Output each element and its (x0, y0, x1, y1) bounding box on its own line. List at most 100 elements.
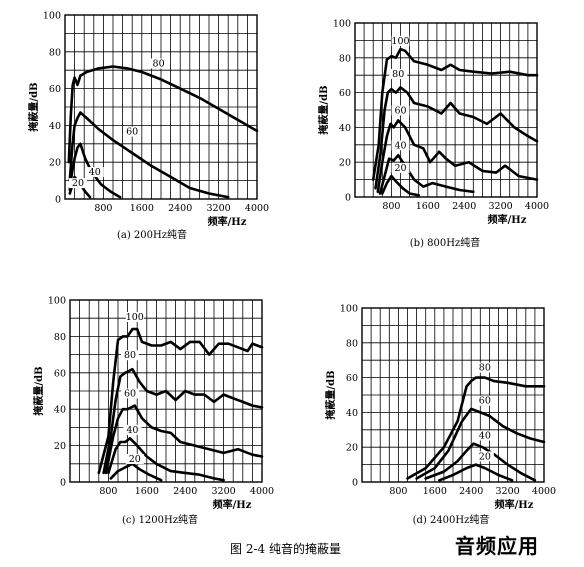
y-tick-label: 100 (48, 296, 66, 307)
y-tick-label: 40 (339, 123, 351, 134)
series-label-100: 100 (126, 312, 144, 323)
series-label-40: 40 (126, 425, 138, 436)
x-axis-label: 频率/Hz (495, 498, 534, 511)
series-label-bg (391, 35, 410, 46)
x-tick-label: 2400 (173, 486, 197, 497)
series-label-bg (475, 451, 494, 462)
y-tick-label: 60 (339, 88, 351, 99)
series-line-20 (438, 463, 514, 482)
x-axis-label: 频率/Hz (488, 213, 527, 226)
series-label-bg (149, 58, 168, 69)
series-label-bg (389, 68, 408, 79)
series-label-100: 100 (391, 36, 409, 47)
series-label-80: 80 (479, 363, 491, 374)
y-tick-label: 80 (54, 332, 66, 343)
x-axis-label: 频率/Hz (213, 498, 252, 511)
series-label-40: 40 (394, 140, 406, 151)
y-tick-label: 60 (49, 84, 61, 95)
y-tick-label: 20 (49, 158, 61, 169)
x-tick-label: 4000 (525, 201, 549, 212)
series-line-40 (107, 437, 225, 482)
series-label-bg (125, 312, 144, 323)
y-tick-label: 40 (346, 408, 358, 419)
y-tick-label: 0 (345, 193, 351, 204)
series-line-80 (374, 86, 539, 190)
x-tick-label: 3200 (489, 201, 513, 212)
y-axis-label: 掩蔽量/dB (317, 85, 330, 134)
y-tick-label: 60 (346, 373, 358, 384)
series-label-bg (391, 140, 410, 151)
y-tick-label: 40 (49, 121, 61, 132)
series-line-20 (381, 174, 420, 197)
y-tick-label: 100 (333, 19, 351, 30)
watermark-logo: 音频应用 (455, 534, 539, 558)
y-tick-label: 100 (43, 11, 61, 22)
series-line-40 (378, 153, 475, 195)
y-tick-label: 0 (60, 478, 66, 489)
y-tick-label: 20 (346, 443, 358, 454)
panel-caption: (d) 2400Hz纯音 (413, 513, 490, 526)
panel-caption: (b) 800Hz纯音 (410, 236, 480, 249)
x-tick-label: 4000 (250, 486, 274, 497)
chart-panel-1: 800 1600 2400 3200 4000 0 20 40 60 80 100 频率/Hz 掩蔽量/… (317, 19, 549, 250)
plot-frame (69, 299, 263, 483)
series-label-bg (85, 167, 104, 178)
y-tick-label: 80 (339, 53, 351, 64)
series-label-bg (391, 162, 410, 173)
y-tick-label: 20 (54, 441, 66, 452)
y-axis-label: 掩蔽量/dB (32, 366, 45, 415)
y-tick-label: 0 (352, 478, 358, 489)
x-tick-label: 800 (99, 486, 117, 497)
plot-frame (361, 307, 545, 483)
series-label-60: 60 (126, 127, 138, 138)
series-line-80 (67, 65, 259, 164)
x-tick-label: 2400 (452, 201, 476, 212)
x-tick-label: 2400 (459, 486, 483, 497)
y-tick-label: 0 (55, 195, 61, 206)
chart-panel-2: 800 1600 2400 3200 4000 0 20 40 60 80 100 频率/Hz 掩蔽量/… (32, 296, 274, 527)
series-line-40 (68, 142, 122, 199)
series-label-60: 60 (394, 105, 406, 116)
series-label-bg (123, 424, 142, 435)
x-tick-label: 2400 (168, 203, 192, 214)
series-label-20: 20 (394, 163, 406, 174)
x-tick-label: 1600 (416, 201, 440, 212)
series-line-60 (415, 407, 546, 480)
x-tick-label: 1600 (423, 486, 447, 497)
chart-panel-3: 800 1600 2400 3200 4000 0 20 40 60 80 100 频率/Hz 掩蔽量/… (324, 304, 556, 527)
series-label-20: 20 (72, 178, 84, 189)
series-line-80 (406, 376, 546, 480)
x-tick-label: 800 (94, 203, 112, 214)
series-label-bg (391, 105, 410, 116)
panel-caption: (a) 200Hz纯音 (117, 228, 187, 241)
series-label-60: 60 (124, 388, 136, 399)
x-tick-label: 1600 (135, 486, 159, 497)
x-tick-label: 3200 (496, 486, 520, 497)
y-axis-label: 掩蔽量/dB (324, 370, 337, 419)
series-label-40: 40 (479, 431, 491, 442)
y-tick-label: 80 (49, 47, 61, 58)
x-tick-label: 800 (389, 486, 407, 497)
series-label-20: 20 (479, 451, 491, 462)
plot-frame (354, 22, 538, 198)
series-label-bg (475, 395, 494, 406)
chart-panel-0: 800 1600 2400 3200 4000 0 20 40 60 80 100 频率/Hz 掩蔽量/… (27, 11, 269, 242)
y-tick-label: 60 (54, 368, 66, 379)
x-tick-label: 4000 (245, 203, 269, 214)
series-label-bg (475, 362, 494, 373)
x-tick-label: 800 (382, 201, 400, 212)
series-label-bg (121, 388, 139, 399)
series-label-bg (475, 430, 494, 441)
series-label-40: 40 (89, 167, 101, 178)
x-tick-label: 3200 (212, 486, 236, 497)
series-line-60 (68, 111, 230, 199)
panel-caption: (c) 1200Hz纯音 (122, 513, 198, 526)
y-tick-label: 40 (54, 405, 66, 416)
y-tick-label: 80 (346, 338, 358, 349)
series-label-20: 20 (129, 454, 141, 465)
x-tick-label: 3200 (207, 203, 231, 214)
x-tick-label: 4000 (532, 486, 556, 497)
series-line-60 (376, 119, 539, 194)
series-label-bg (121, 350, 139, 361)
series-label-60: 60 (479, 396, 491, 407)
